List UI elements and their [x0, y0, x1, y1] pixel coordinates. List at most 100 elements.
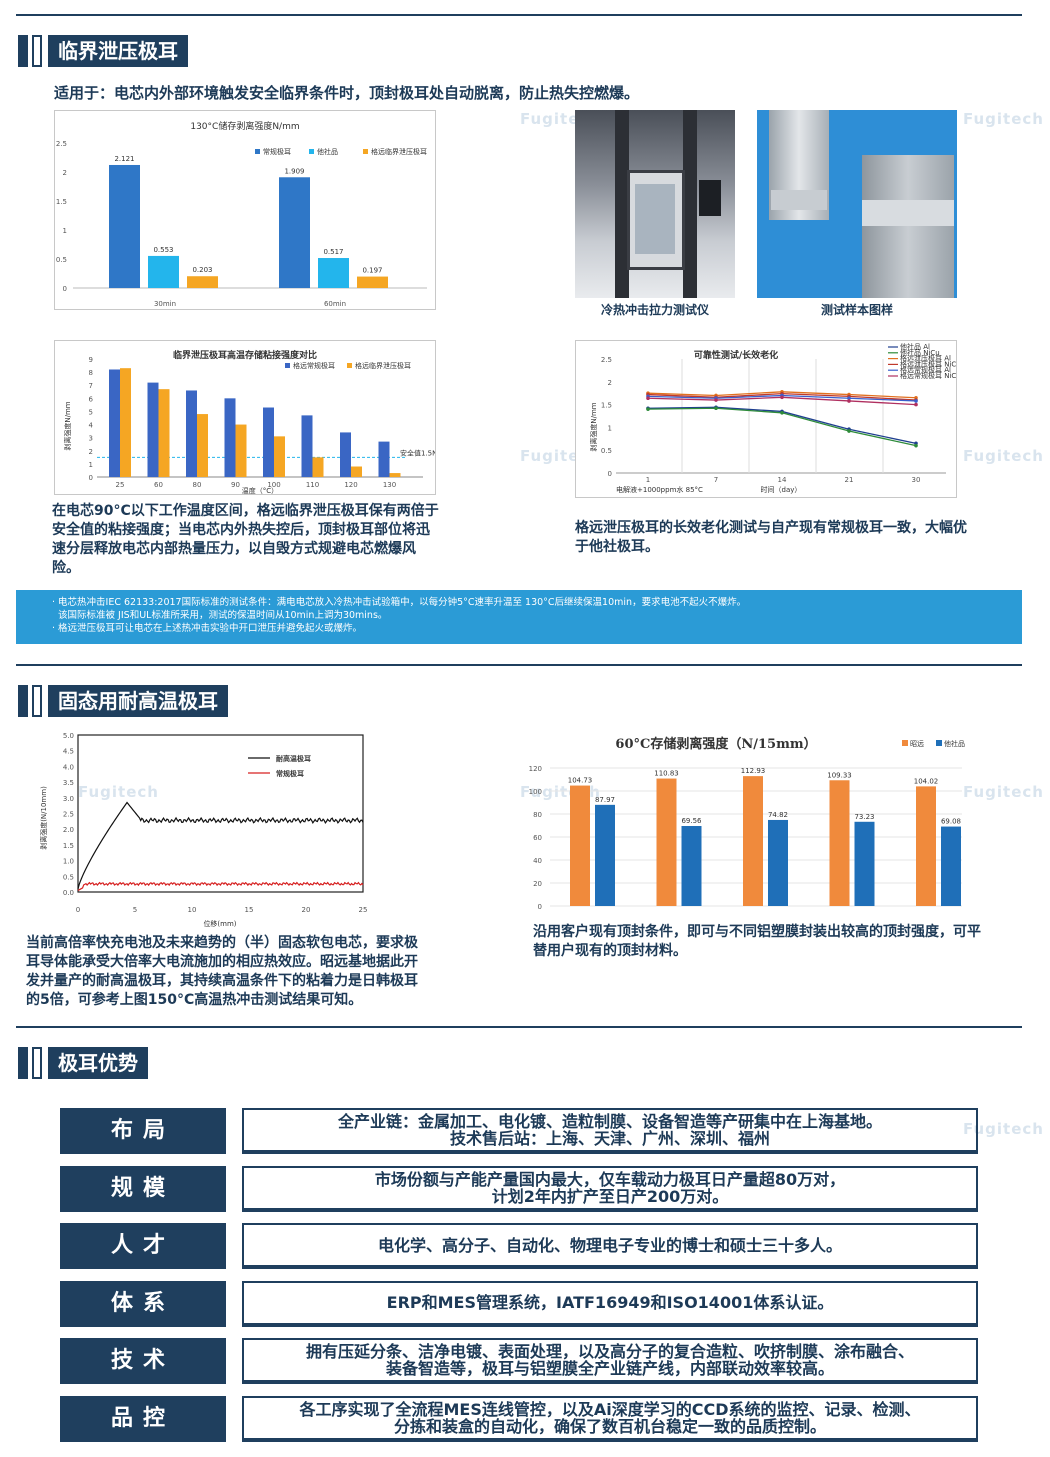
x-axis-label: 位移(mm): [203, 919, 236, 928]
y-tick-label: 80: [533, 811, 542, 819]
section-title: 固态用耐高温极耳: [48, 685, 228, 717]
legend-swatch: [902, 740, 908, 746]
bar: [916, 786, 936, 906]
advantage-key: 体系: [60, 1280, 226, 1327]
bar-value-label: 0.203: [192, 266, 212, 274]
advantage-row: 布局 全产业链：金属加工、电化镀、造粒制膜、设备智造等产研集中在上海基地。 技术售…: [60, 1108, 978, 1154]
y-tick-label: 0: [608, 470, 612, 478]
legend-swatch: [309, 149, 314, 154]
watermark-text: Fugitech: [963, 110, 1044, 128]
bar: [186, 390, 197, 477]
y-tick-label: 2: [608, 379, 612, 387]
bar: [224, 398, 236, 477]
bar: [656, 778, 677, 906]
chart-title: 可靠性测试/长效老化: [693, 351, 779, 361]
y-tick-label: 2.5: [601, 356, 612, 364]
data-point: [714, 398, 718, 402]
notice-line: · 格远泄压极耳可让电芯在上述热冲击实验中开口泄压并避免起火或爆炸。: [52, 623, 363, 634]
legend-label: 格远常规极耳: [293, 361, 335, 370]
y-tick-label: 4: [89, 422, 94, 430]
top-rule: [16, 14, 1022, 16]
chart-aging-reliability: 可靠性测试/长效老化 0 0.5 1 1.5 2 2.5 剥离强度N/mm 1 7 14 21 30 电…: [575, 340, 957, 498]
bar: [235, 424, 247, 477]
bar-value-label: 0.517: [323, 248, 343, 256]
bar: [318, 258, 349, 288]
bar-value-label: 1.909: [284, 167, 304, 175]
y-tick-label: 40: [533, 857, 542, 865]
legend-swatch: [285, 363, 290, 368]
bar-value-label: 110.83: [654, 770, 679, 778]
x-tick-label: 21: [845, 476, 854, 484]
watermark-text: Fugitech: [963, 447, 1044, 465]
data-point: [646, 396, 650, 401]
safety-label: 安全值1.5N/mm: [400, 448, 435, 457]
chart1-svg: 0 0.5 1 1.5 2 2.5 常规极耳 他社品 格远临界泄压极耳 30min 2.121 0.5…: [56, 140, 427, 308]
y-tick-label: 0: [89, 474, 93, 482]
bar: [378, 441, 390, 477]
advantage-row: 规模 市场份额与产能产量国内最大，仅车载动力极耳日产量超80万对， 计划2年内扩产…: [60, 1165, 978, 1212]
y-tick-label: 6: [89, 395, 94, 403]
y-tick-label: 5.0: [63, 732, 74, 740]
x-tick-label: 60: [154, 481, 163, 489]
y-tick-label: 1: [608, 424, 612, 432]
legend-swatch: [255, 149, 260, 154]
y-tick-label: 1.5: [56, 198, 67, 206]
advantage-row: 品控 各工序实现了全流程MES连线管控，以及Ai深度学习的CCD系统的监控、记录、…: [60, 1396, 978, 1442]
header-bar-icon: [18, 685, 28, 717]
chart-high-temp-peel-curve: 0.0 0.5 1.0 1.5 2.0 2.5 3.0 3.5 4.0 4.5 5.0 0 5 10 15 2…: [39, 732, 368, 928]
watermark-text: Fugitech: [78, 783, 159, 801]
y-tick-label: 1.0: [63, 858, 74, 866]
y-tick-label: 0.0: [63, 889, 74, 897]
data-point: [914, 399, 918, 403]
legend-swatch: [936, 740, 942, 746]
x-tick-label: 25: [359, 906, 368, 914]
bar-value-label: 104.73: [568, 777, 593, 785]
legend-label: 常规极耳: [263, 147, 291, 156]
bar: [301, 415, 313, 477]
x-tick-label: 60min: [324, 300, 346, 308]
y-tick-label: 1: [63, 227, 67, 235]
bar-value-label: 109.33: [827, 771, 852, 779]
y-tick-label: 2: [63, 169, 67, 177]
chart-high-temp-bond-strength: 临界泄压极耳高温存储粘接强度对比 格远常规极耳 格远临界泄压极耳 0 1 2 3 4 5 6 7 8…: [54, 340, 436, 495]
advantage-value: 全产业链：金属加工、电化镀、造粒制膜、设备智造等产研集中在上海基地。 技术售后站…: [242, 1108, 978, 1154]
notice-line: 该国际标准被 JIS和UL标准所采用，测试的保温时间从10min上调为30min…: [52, 610, 388, 621]
section-title: 极耳优势: [48, 1047, 148, 1079]
bar: [854, 821, 875, 906]
x-tick-label: 30min: [154, 300, 176, 308]
advantage-row: 人才 电化学、高分子、自动化、物理电子专业的博士和硕士三十多人。: [60, 1223, 978, 1270]
header-bar-icon: [18, 1047, 28, 1079]
header-bar-icon: [18, 35, 28, 67]
x-tick-label: 100: [267, 481, 280, 489]
header-bar-outline-icon: [32, 685, 42, 717]
y-tick-label: 1.5: [63, 842, 74, 850]
photo2-caption: 测试样本图样: [820, 303, 893, 317]
bar: [279, 177, 310, 288]
y-tick-label: 3.5: [63, 779, 74, 787]
legend-label: 他社品: [317, 147, 338, 156]
x-tick-label: 130: [383, 481, 396, 489]
data-point: [714, 406, 718, 411]
bar: [120, 368, 131, 477]
data-point: [847, 399, 851, 403]
legend-label: 昭远: [910, 740, 924, 748]
bar: [109, 369, 120, 477]
legend-swatch: [363, 149, 368, 154]
bar: [743, 776, 763, 906]
legend-label: 格远常规极耳 NiCu: [900, 371, 956, 380]
y-tick-label: 4.5: [63, 748, 74, 756]
y-tick-label: 7: [89, 382, 93, 390]
bar: [187, 276, 218, 288]
x-tick-label: 0: [76, 906, 80, 914]
y-tick-label: 60: [533, 834, 542, 842]
y-tick-label: 120: [529, 765, 542, 773]
advantage-key: 布局: [60, 1108, 226, 1154]
bar: [570, 785, 590, 906]
bar: [340, 432, 351, 477]
y-tick-label: 5: [89, 408, 93, 416]
x-tick-label: 90: [231, 481, 240, 489]
advantage-key: 品控: [60, 1396, 226, 1442]
y-tick-label: 8: [89, 369, 93, 377]
y-tick-label: 100: [529, 788, 542, 796]
chart2-description: 在电芯90°C以下工作温度区间，格远临界泄压极耳保有两倍于安全值的粘接强度；当电…: [52, 503, 439, 576]
